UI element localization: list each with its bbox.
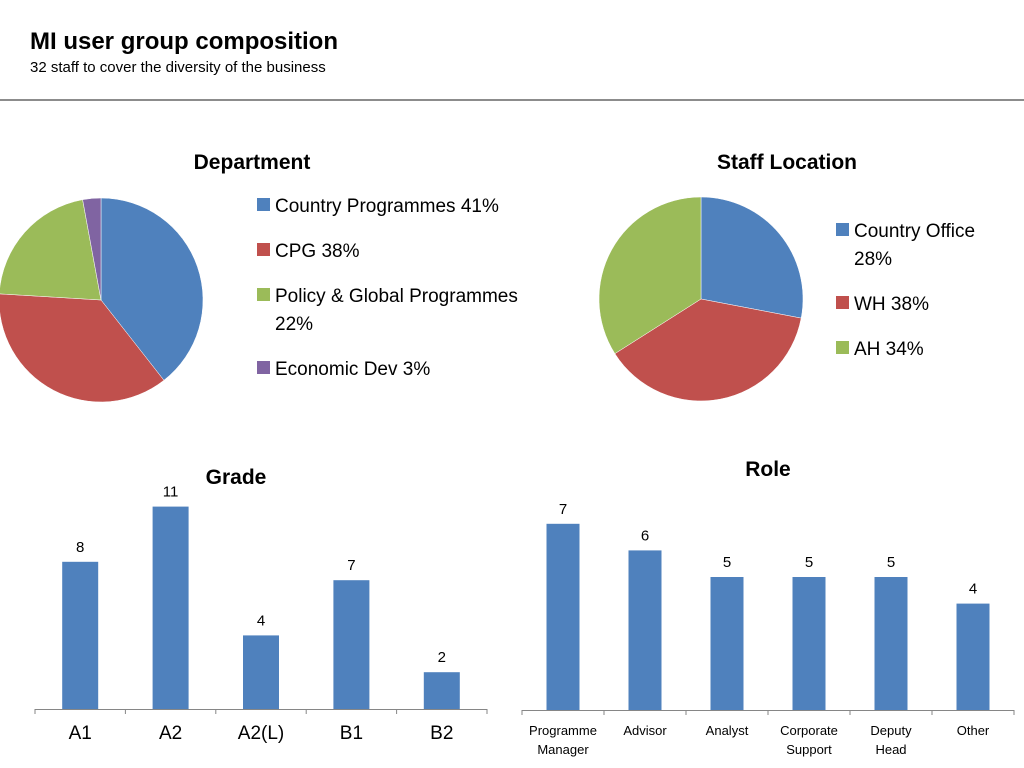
role-bar <box>956 603 990 710</box>
role-bars: 7 Programme Manager 6 Advisor 5 Analyst 5 Corpor… <box>521 501 1015 757</box>
department-chart: Department Country Programmes 41% CPG 38%… <box>0 151 518 403</box>
role-tick-label: Advisor <box>623 723 667 738</box>
staff-location-legend-swatch <box>836 223 849 236</box>
department-pie <box>0 197 204 403</box>
department-legend-swatch <box>257 243 270 256</box>
department-slice <box>0 293 165 403</box>
staff-location-chart: Staff Location Country Office 28% WH 38% AH… <box>598 151 975 402</box>
slide-title: MI user group composition <box>30 28 339 55</box>
role-tick-label: Programme Manager <box>529 723 597 757</box>
title-divider <box>0 99 1024 101</box>
grade-data-label: 11 <box>163 484 179 501</box>
staff-location-legend-label: Country Office 28% <box>854 221 975 270</box>
staff-location-slice <box>614 298 802 402</box>
department-chart-title: Department <box>194 151 311 174</box>
grade-bar <box>423 672 460 709</box>
staff-location-legend-label: AH 34% <box>854 339 924 360</box>
role-tick-label: Corporate Support <box>780 723 838 757</box>
department-legend: Country Programmes 41% CPG 38% Policy & Gl… <box>257 196 518 380</box>
grade-tick-label: A1 <box>69 723 92 744</box>
grade-bar <box>152 506 189 709</box>
staff-location-slice <box>598 196 702 354</box>
role-data-label: 4 <box>969 581 977 598</box>
role-bar <box>628 550 662 710</box>
grade-bars: 8 A1 11 A2 4 A2(L) 7 B1 2 B2 <box>34 484 488 744</box>
grade-data-label: 7 <box>347 557 355 574</box>
role-bar <box>792 577 826 710</box>
department-legend-label: CPG 38% <box>275 241 360 262</box>
staff-location-legend: Country Office 28% WH 38% AH 34% <box>836 221 975 360</box>
grade-data-label: 8 <box>76 539 84 556</box>
role-data-label: 5 <box>723 554 731 571</box>
department-legend-swatch <box>257 288 270 301</box>
staff-location-pie <box>598 196 804 402</box>
department-legend-label: Country Programmes 41% <box>275 196 499 217</box>
role-bar <box>710 577 744 710</box>
grade-bar <box>243 635 279 709</box>
department-legend-label: Policy & Global Programmes 22% <box>275 286 518 335</box>
role-tick-label: Analyst <box>706 723 749 738</box>
role-data-label: 6 <box>641 527 649 544</box>
grade-data-label: 4 <box>257 612 265 629</box>
staff-location-legend-swatch <box>836 296 849 309</box>
slide-subtitle: 32 staff to cover the diversity of the b… <box>30 59 326 76</box>
department-slice <box>82 197 102 301</box>
staff-location-legend-swatch <box>836 341 849 354</box>
grade-tick-label: A2(L) <box>238 723 284 744</box>
department-slice <box>100 197 204 381</box>
role-tick-label: Other <box>957 723 990 738</box>
grade-chart: Grade 8 A1 11 A2 4 A2(L) 7 B1 2 B2 <box>34 466 488 744</box>
grade-data-label: 2 <box>438 649 446 666</box>
role-tick-label: Deputy Head <box>870 723 912 757</box>
grade-tick-label: B2 <box>430 723 453 744</box>
grade-tick-label: A2 <box>159 723 182 744</box>
grade-bar <box>333 580 370 709</box>
role-data-label: 5 <box>887 554 895 571</box>
role-bar <box>546 523 580 710</box>
role-bar <box>874 577 908 710</box>
department-slice <box>0 199 102 301</box>
department-legend-swatch <box>257 361 270 374</box>
role-chart-title: Role <box>745 458 791 481</box>
staff-location-chart-title: Staff Location <box>717 151 857 174</box>
role-data-label: 5 <box>805 554 813 571</box>
role-data-label: 7 <box>559 501 567 518</box>
staff-location-slice <box>700 196 804 319</box>
grade-bar <box>62 561 99 709</box>
grade-tick-label: B1 <box>340 723 363 744</box>
department-legend-swatch <box>257 198 270 211</box>
grade-chart-title: Grade <box>206 466 267 489</box>
department-legend-label: Economic Dev 3% <box>275 359 430 380</box>
role-chart: Role 7 Programme Manager 6 Advisor 5 Analyst 5 C… <box>521 458 1015 757</box>
staff-location-legend-label: WH 38% <box>854 294 929 315</box>
